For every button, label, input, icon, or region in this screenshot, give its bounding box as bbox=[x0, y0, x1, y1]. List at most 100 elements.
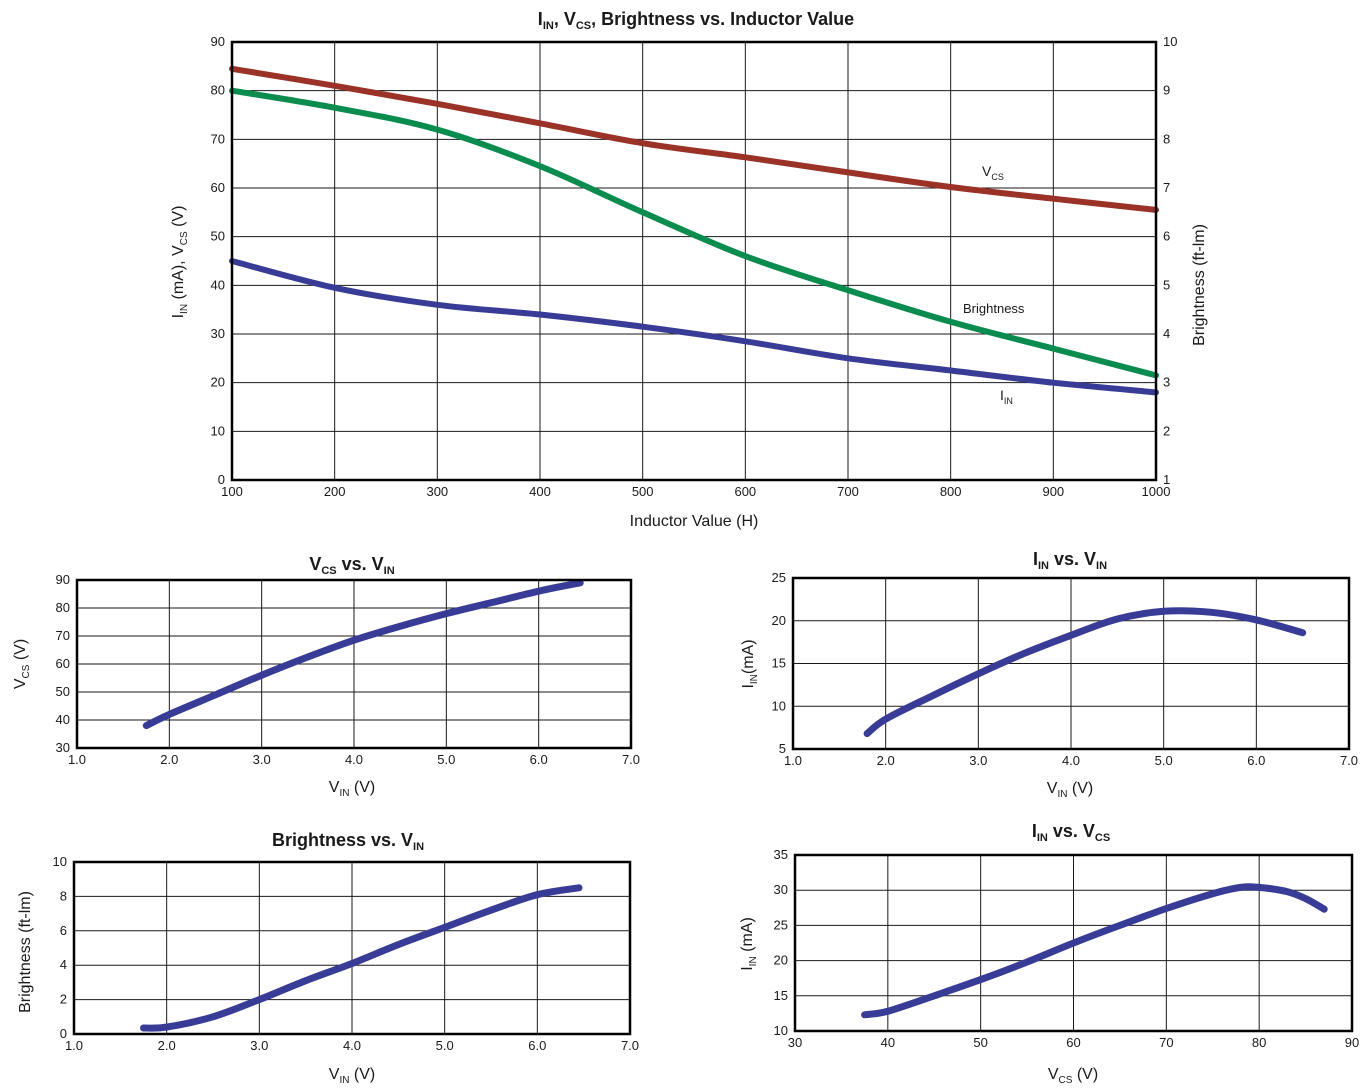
main-y-left-axis-label: IIN (mA), VCS (V) bbox=[170, 206, 190, 319]
x-tick-label: 4.0 bbox=[345, 752, 363, 767]
brightness-vs-vin-x-label: VIN (V) bbox=[329, 1066, 375, 1086]
y-right-tick-label: 3 bbox=[1163, 375, 1170, 390]
y-tick-label: 0 bbox=[60, 1026, 67, 1041]
x-tick-label: 3.0 bbox=[250, 1038, 268, 1053]
iin-vs-vin-plot-frame bbox=[791, 576, 1351, 751]
y-tick-label: 20 bbox=[211, 375, 225, 390]
y-tick-label: 30 bbox=[211, 326, 225, 341]
x-tick-label: 500 bbox=[632, 484, 654, 499]
x-tick-label: 2.0 bbox=[158, 1038, 176, 1053]
x-tick-label: 50 bbox=[973, 1035, 987, 1050]
y-tick-label: 90 bbox=[56, 572, 70, 587]
x-tick-label: 6.0 bbox=[1247, 753, 1265, 768]
y-right-tick-label: 1 bbox=[1163, 472, 1170, 487]
y-right-tick-label: 7 bbox=[1163, 180, 1170, 195]
main-plot-frame bbox=[230, 40, 1158, 482]
y-tick-label: 35 bbox=[774, 847, 788, 862]
y-tick-label: 10 bbox=[772, 698, 786, 713]
x-tick-label: 2.0 bbox=[877, 753, 895, 768]
y-tick-label: 25 bbox=[774, 917, 788, 932]
y-tick-label: 50 bbox=[211, 229, 225, 244]
x-tick-label: 1.0 bbox=[784, 753, 802, 768]
y-right-tick-label: 10 bbox=[1163, 34, 1177, 49]
x-tick-label: 6.0 bbox=[528, 1038, 546, 1053]
x-tick-label: 7.0 bbox=[622, 752, 640, 767]
x-tick-label: 1.0 bbox=[65, 1038, 83, 1053]
y-tick-label: 25 bbox=[772, 570, 786, 585]
x-tick-label: 5.0 bbox=[437, 752, 455, 767]
iin-vcs-curve bbox=[861, 883, 1328, 1019]
x-tick-label: 1000 bbox=[1142, 484, 1171, 499]
y-right-tick-label: 9 bbox=[1163, 83, 1170, 98]
y-tick-label: 8 bbox=[60, 888, 67, 903]
main-chart-title: IIN, VCS, Brightness vs. Inductor Value bbox=[538, 9, 854, 32]
vcs-vs-vin-title: VCS vs. VIN bbox=[309, 554, 394, 577]
y-tick-label: 40 bbox=[56, 712, 70, 727]
vcs-vs-vin-chart: VCS vs. VIN 1.0 2.0 3.0 4.0 5.0 6.0 7.0 30 40 50 6… bbox=[12, 554, 640, 799]
iin-vs-vin-y-label: IIN(mA) bbox=[740, 639, 760, 688]
x-tick-label: 600 bbox=[734, 484, 756, 499]
brightness-vs-vin-title: Brightness vs. VIN bbox=[272, 830, 424, 853]
y-tick-label: 80 bbox=[211, 83, 225, 98]
vcs-vs-vin-y-label: VCS (V) bbox=[12, 639, 32, 689]
x-tick-label: 2.0 bbox=[160, 752, 178, 767]
main-x-axis-label: Inductor Value (H) bbox=[630, 513, 759, 530]
y-right-tick-label: 6 bbox=[1163, 229, 1170, 244]
series-label-vcs: VCS bbox=[982, 163, 1004, 182]
iin-vs-vcs-chart: IIN vs. VCS 30 40 50 60 70 80 90 10 15 20 25 30 35 V… bbox=[739, 821, 1359, 1086]
y-tick-label: 40 bbox=[211, 277, 225, 292]
series-label-brightness: Brightness bbox=[963, 301, 1025, 316]
x-tick-label: 3.0 bbox=[969, 753, 987, 768]
x-tick-label: 60 bbox=[1066, 1035, 1080, 1050]
series-line-brightness bbox=[229, 87, 1159, 379]
x-tick-label: 4.0 bbox=[1062, 753, 1080, 768]
x-tick-label: 90 bbox=[1345, 1035, 1359, 1050]
x-tick-label: 70 bbox=[1159, 1035, 1173, 1050]
y-tick-label: 2 bbox=[60, 992, 67, 1007]
y-tick-label: 90 bbox=[211, 34, 225, 49]
vcs-vs-vin-x-label: VIN (V) bbox=[329, 779, 375, 799]
x-tick-label: 3.0 bbox=[253, 752, 271, 767]
iin-vin-curve bbox=[863, 607, 1307, 738]
iin-vs-vin-title: IIN vs. VIN bbox=[1033, 549, 1107, 572]
x-tick-label: 400 bbox=[529, 484, 551, 499]
x-tick-label: 30 bbox=[788, 1035, 802, 1050]
x-tick-label: 800 bbox=[940, 484, 962, 499]
series-line-iin bbox=[229, 258, 1159, 396]
x-tick-label: 4.0 bbox=[343, 1038, 361, 1053]
brightness-vs-vin-plot-frame bbox=[72, 860, 632, 1036]
iin-vs-vcs-title: IIN vs. VCS bbox=[1032, 821, 1110, 844]
y-tick-label: 80 bbox=[56, 600, 70, 615]
y-tick-label: 15 bbox=[772, 656, 786, 671]
y-tick-label: 50 bbox=[56, 684, 70, 699]
y-tick-label: 15 bbox=[774, 988, 788, 1003]
y-tick-label: 20 bbox=[772, 613, 786, 628]
x-tick-label: 7.0 bbox=[1340, 753, 1358, 768]
y-right-tick-label: 8 bbox=[1163, 131, 1170, 146]
x-tick-label: 700 bbox=[837, 484, 859, 499]
x-tick-label: 5.0 bbox=[436, 1038, 454, 1053]
bright-vin-curve bbox=[140, 884, 583, 1032]
brightness-vs-vin-chart: Brightness vs. VIN 1.0 2.0 3.0 4.0 5.0 6.0 7.0… bbox=[17, 830, 639, 1086]
y-tick-label: 70 bbox=[56, 628, 70, 643]
iin-vs-vcs-x-label: VCS (V) bbox=[1048, 1066, 1098, 1086]
iin-vs-vin-chart: IIN vs. VIN 1.0 2.0 3.0 4.0 5.0 6.0 7.0 5 10 15 20… bbox=[740, 549, 1358, 800]
iin-vs-vcs-y-label: IIN (mA) bbox=[739, 917, 759, 971]
y-tick-label: 0 bbox=[218, 472, 225, 487]
x-tick-label: 1.0 bbox=[68, 752, 86, 767]
x-tick-label: 300 bbox=[426, 484, 448, 499]
y-right-tick-label: 2 bbox=[1163, 423, 1170, 438]
iin-vs-vin-x-label: VIN (V) bbox=[1047, 780, 1093, 800]
series-line-vcs bbox=[229, 65, 1159, 213]
y-right-tick-label: 5 bbox=[1163, 277, 1170, 292]
y-tick-label: 5 bbox=[779, 741, 786, 756]
y-tick-label: 10 bbox=[774, 1023, 788, 1038]
y-tick-label: 30 bbox=[56, 740, 70, 755]
main-y-right-axis-label: Brightness (ft-lm) bbox=[1191, 224, 1208, 346]
vcs-vs-vin-plot-frame bbox=[75, 578, 633, 750]
y-tick-label: 10 bbox=[53, 854, 67, 869]
brightness-vs-vin-y-label: Brightness (ft-lm) bbox=[17, 891, 34, 1013]
x-tick-label: 900 bbox=[1042, 484, 1064, 499]
x-tick-label: 80 bbox=[1252, 1035, 1266, 1050]
